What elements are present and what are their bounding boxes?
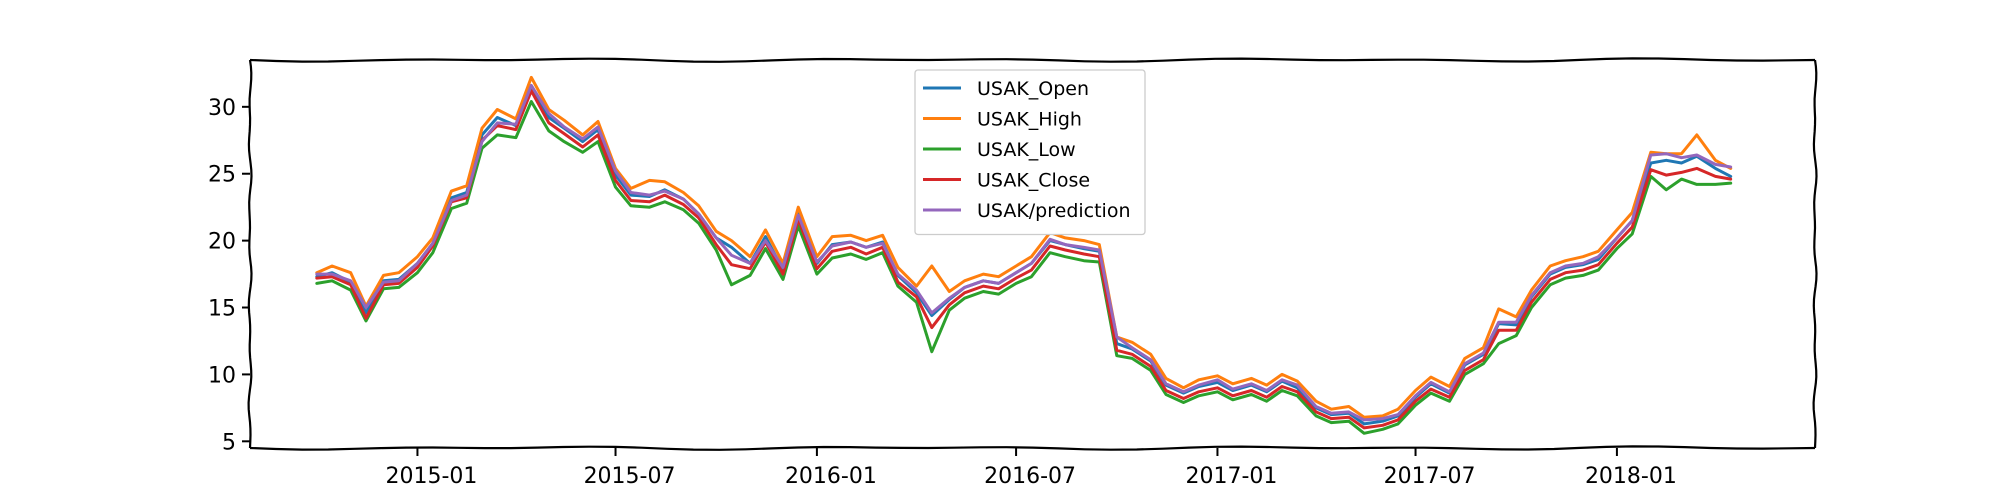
plot-frame	[247, 57, 1818, 451]
legend-label: USAK_High	[977, 109, 1082, 131]
legend-label: USAK_Open	[977, 78, 1089, 100]
x-tick-label: 2015-07	[584, 464, 676, 489]
series-line-usak-low	[315, 100, 1733, 435]
legend-box	[914, 69, 1146, 236]
x-tick-label: 2017-01	[1185, 464, 1277, 489]
legend-label: USAK_Close	[977, 170, 1090, 192]
x-tick-label: 2016-01	[785, 464, 877, 489]
x-tick-label: 2017-07	[1384, 464, 1476, 489]
y-tick-label: 25	[208, 163, 236, 188]
frame-bottom	[249, 445, 1816, 451]
y-tick-label: 10	[208, 363, 236, 388]
y-axis: 5 10 15 20 25 30	[208, 96, 250, 455]
legend: USAK_Open USAK_High USAK_Low USAK_Close USAK…	[914, 69, 1146, 236]
y-tick-label: 15	[208, 297, 236, 322]
x-tick-label: 2015-01	[385, 464, 477, 489]
x-tick-label: 2016-07	[984, 464, 1076, 489]
series-line-usak-close	[315, 89, 1733, 430]
x-axis: 2015-01 2015-07 2016-01 2016-07 2017-01 2017-…	[385, 448, 1677, 489]
y-tick-label: 20	[208, 230, 236, 255]
legend-label: USAK_Low	[977, 139, 1076, 161]
y-tick-label: 30	[208, 96, 236, 121]
frame-top	[249, 57, 1816, 63]
frame-right	[1812, 59, 1818, 449]
x-tick-label: 2018-01	[1585, 464, 1677, 489]
series-layer	[315, 75, 1733, 435]
legend-label: USAK/prediction	[977, 200, 1131, 222]
frame-left	[247, 59, 253, 449]
series-line-usak-prediction	[315, 83, 1733, 422]
y-tick-label: 5	[222, 430, 236, 455]
series-line-usak-high	[315, 75, 1733, 419]
